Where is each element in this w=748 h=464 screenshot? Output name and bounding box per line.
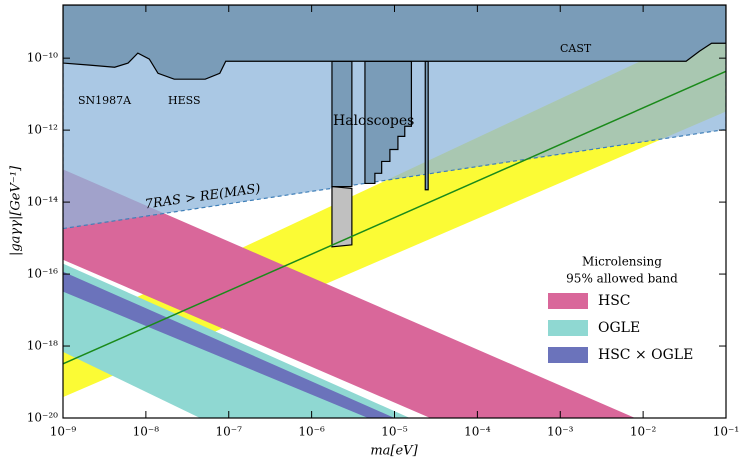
legend-label: HSC × OGLE bbox=[598, 347, 693, 363]
legend-title: Microlensing bbox=[582, 255, 662, 269]
region bbox=[63, 169, 636, 418]
region bbox=[63, 271, 395, 418]
region bbox=[331, 185, 353, 248]
annotation: SN1987A bbox=[78, 94, 132, 107]
y-tick-label: 10⁻¹⁸ bbox=[27, 339, 58, 353]
annotation: CAST bbox=[560, 42, 592, 55]
line bbox=[63, 70, 726, 365]
y-tick-label: 10⁻¹² bbox=[27, 123, 58, 137]
y-axis-label: |gaγγ|[GeV⁻¹] bbox=[9, 165, 24, 256]
annotation: Haloscopes bbox=[333, 113, 414, 129]
legend-label: HSC bbox=[598, 293, 631, 309]
y-tick-label: 10⁻¹⁴ bbox=[27, 195, 58, 209]
y-tick-label: 10⁻¹⁶ bbox=[27, 267, 58, 281]
x-axis-label: ma[eV] bbox=[370, 444, 418, 459]
legend-title: 95% allowed band bbox=[566, 272, 678, 286]
x-tick-label: 10⁻⁸ bbox=[133, 425, 160, 439]
x-tick-label: 10⁻⁴ bbox=[464, 425, 491, 439]
region bbox=[364, 60, 413, 185]
x-tick-label: 10⁻⁹ bbox=[50, 425, 77, 439]
legend-swatch bbox=[548, 320, 588, 336]
x-tick-label: 10⁻⁶ bbox=[298, 425, 325, 439]
legend-swatch bbox=[548, 347, 588, 363]
axes: 10⁻⁹ 10⁻⁸ 10⁻⁷ 10⁻⁶ 10⁻⁵ 10⁻⁴ 10⁻³ 10⁻² 10⁻¹ 10⁻²… bbox=[27, 4, 739, 439]
region bbox=[63, 263, 410, 418]
region bbox=[63, 5, 726, 80]
region bbox=[424, 60, 429, 191]
legend-label: OGLE bbox=[598, 320, 640, 336]
y-tick-label: 10⁻²⁰ bbox=[27, 411, 58, 425]
y-tick-label: 10⁻¹⁰ bbox=[27, 51, 58, 65]
legend-swatch bbox=[548, 293, 588, 309]
plot-regions bbox=[63, 5, 726, 418]
annotation: HESS bbox=[168, 94, 201, 107]
x-tick-label: 10⁻⁵ bbox=[381, 425, 408, 439]
x-tick-label: 10⁻⁷ bbox=[216, 425, 243, 439]
x-tick-label: 10⁻¹ bbox=[713, 425, 739, 439]
x-tick-label: 10⁻² bbox=[630, 425, 657, 439]
x-tick-label: 10⁻³ bbox=[547, 425, 574, 439]
